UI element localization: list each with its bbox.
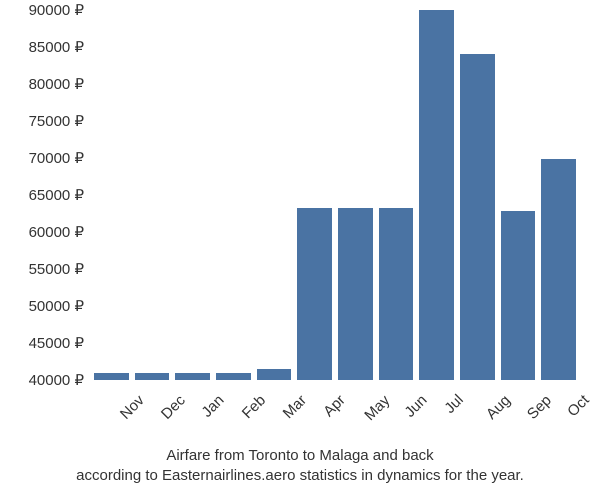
chart-caption: Airfare from Toronto to Malaga and back …: [0, 446, 600, 487]
y-tick-label: 60000 ₽: [29, 223, 84, 241]
x-axis: NovDecJanFebMarAprMayJunJulAugSepOct: [90, 382, 580, 432]
x-label-slot: Dec: [135, 382, 170, 432]
bar: [297, 208, 332, 380]
bar: [460, 54, 495, 380]
y-tick-label: 40000 ₽: [29, 371, 84, 389]
y-tick-label: 50000 ₽: [29, 297, 84, 315]
caption-line-2: according to Easternairlines.aero statis…: [0, 466, 600, 486]
caption-line-1: Airfare from Toronto to Malaga and back: [0, 446, 600, 466]
x-label-slot: May: [338, 382, 373, 432]
x-label-slot: Feb: [216, 382, 251, 432]
bar: [216, 373, 251, 380]
y-tick-label: 75000 ₽: [29, 112, 84, 130]
x-label-slot: Oct: [541, 382, 576, 432]
x-label-slot: Sep: [501, 382, 536, 432]
bars-container: [90, 10, 580, 380]
x-label-slot: Jun: [379, 382, 414, 432]
bar: [257, 369, 292, 380]
bar: [175, 373, 210, 380]
y-tick-label: 80000 ₽: [29, 75, 84, 93]
y-tick-label: 55000 ₽: [29, 260, 84, 278]
airfare-bar-chart: 40000 ₽ 45000 ₽ 50000 ₽ 55000 ₽ 60000 ₽ 65000…: [0, 0, 600, 500]
y-tick-label: 85000 ₽: [29, 38, 84, 56]
bar: [541, 159, 576, 380]
x-label-slot: Jul: [419, 382, 454, 432]
bar: [379, 208, 414, 380]
bar: [94, 373, 129, 380]
x-label-slot: Mar: [257, 382, 292, 432]
plot-area: [90, 10, 580, 380]
bar: [135, 373, 170, 380]
x-label-slot: Apr: [297, 382, 332, 432]
x-label-slot: Jan: [175, 382, 210, 432]
y-tick-label: 65000 ₽: [29, 186, 84, 204]
y-tick-label: 90000 ₽: [29, 1, 84, 19]
x-label-slot: Aug: [460, 382, 495, 432]
bar: [419, 10, 454, 380]
y-tick-label: 45000 ₽: [29, 334, 84, 352]
bar: [501, 211, 536, 380]
x-label-slot: Nov: [94, 382, 129, 432]
y-axis: 40000 ₽45000 ₽50000 ₽55000 ₽60000 ₽65000…: [0, 10, 90, 380]
x-tick-label: Oct: [564, 392, 593, 421]
bar: [338, 208, 373, 380]
y-tick-label: 70000 ₽: [29, 149, 84, 167]
